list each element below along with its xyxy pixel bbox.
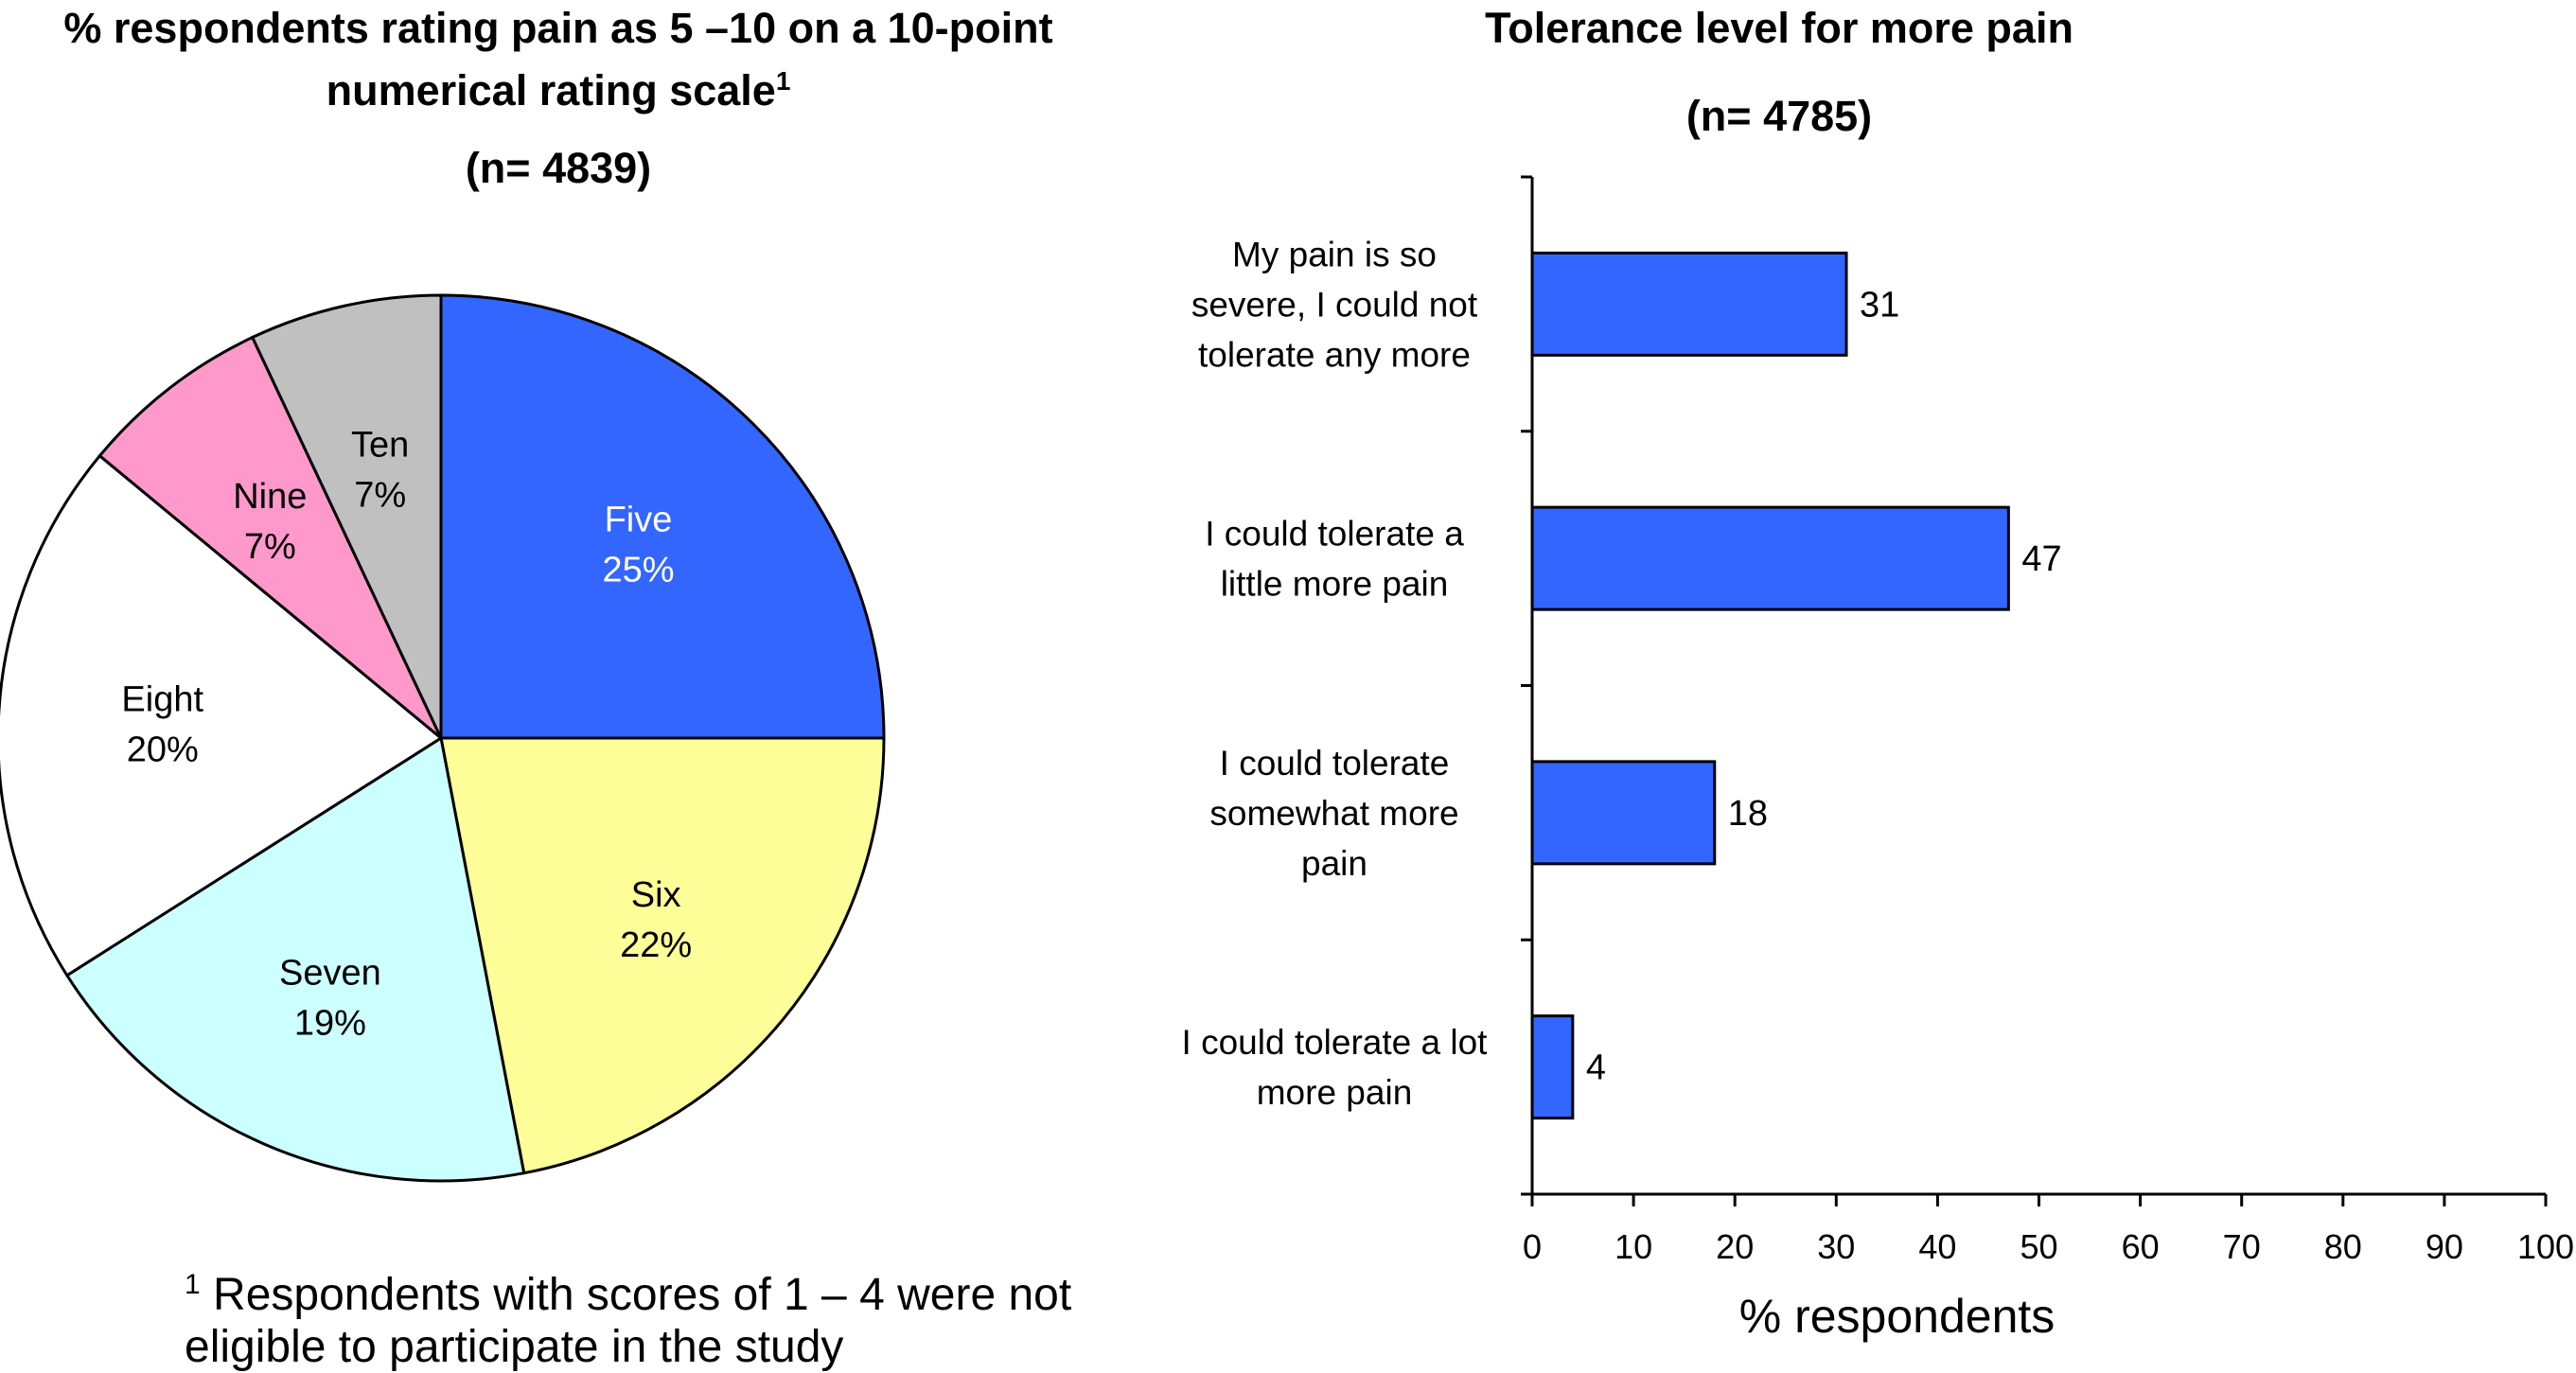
pie-value-eight: 20%: [127, 730, 199, 769]
x-tick-label: 60: [2122, 1227, 2160, 1266]
pie-label-five: Five: [605, 501, 673, 540]
category-label-3: I could tolerate somewhat more pain: [1209, 744, 1458, 883]
pie-chart-panel: % respondents rating pain as 5 –10 on a …: [0, 0, 1136, 1372]
footnote-superscript: 1: [185, 1269, 201, 1300]
pie-slice-nine: [97, 335, 443, 740]
pie-label-six: Six: [631, 875, 681, 915]
x-tick-label: 10: [1614, 1227, 1652, 1266]
category-label-2: I could tolerate a little more pain: [1205, 515, 1464, 604]
pie-slice-six: [439, 736, 886, 1175]
x-axis-label: % respondents: [1739, 1290, 2056, 1343]
pie-label-seven: Seven: [279, 954, 381, 994]
pie-slice-ten: [250, 293, 443, 739]
bar-3: [1530, 760, 1717, 866]
x-tick-label: 0: [1523, 1227, 1542, 1266]
x-tick-label: 30: [1817, 1227, 1855, 1266]
pie-chart: Five 25% Six 22% Seven 19% Eight 20% Nine 7% Ten 7%: [0, 293, 886, 1183]
pie-chart-n-label: (n= 4839): [465, 144, 652, 192]
x-tick-label: 20: [1716, 1227, 1754, 1266]
bar-1: [1530, 251, 1848, 357]
pie-label-nine: Nine: [233, 477, 307, 517]
footnote-text: Respondents with scores of 1 – 4 were no…: [185, 1270, 1072, 1372]
pie-chart-title-line2-text: numerical rating scale: [326, 66, 776, 114]
category-label-4: I could tolerate a lot more pain: [1182, 1023, 1489, 1112]
bar-chart-panel: Tolerance level for more pain (n= 4785) …: [1136, 0, 2576, 1368]
pie-value-seven: 19%: [294, 1004, 366, 1044]
bar-value-label-1: 31: [1860, 285, 1899, 325]
bar-value-label-2: 47: [2021, 539, 2061, 579]
bar-chart-n-label: (n= 4785): [1685, 92, 1873, 140]
bar-chart: 0 10 20 30 40 50 60 70 80 90 100 % respondents 31 My …: [1182, 175, 2574, 1343]
category-label-1: My pain is so severe, I could not tolerate…: [1191, 235, 1478, 374]
pie-chart-title: % respondents rating pain as 5 –10 on a …: [0, 2, 1117, 117]
pie-chart-title-line2: numerical rating scale1: [0, 55, 1117, 117]
bar-value-label-4: 4: [1586, 1048, 1606, 1088]
pie-value-nine: 7%: [244, 527, 296, 567]
pie-slice-eight: [0, 453, 444, 977]
bar-value-label-3: 18: [1728, 794, 1768, 834]
pie-label-eight: Eight: [121, 679, 203, 719]
pie-slice-seven: [64, 735, 526, 1183]
x-tick-label: 100: [2517, 1227, 2574, 1266]
x-tick-label: 90: [2426, 1227, 2463, 1266]
pie-label-ten: Ten: [351, 425, 409, 465]
bar-chart-title: Tolerance level for more pain: [1485, 4, 2073, 52]
x-tick-label: 50: [2020, 1227, 2057, 1266]
pie-slice-five: [439, 293, 886, 740]
pie-chart-footnote: 1 Respondents with scores of 1 – 4 were …: [185, 1259, 1131, 1373]
pie-chart-title-superscript: 1: [775, 66, 791, 96]
x-tick-label: 40: [1918, 1227, 1956, 1266]
x-tick-label: 80: [2324, 1227, 2362, 1266]
pie-chart-title-line1: % respondents rating pain as 5 –10 on a …: [63, 4, 1053, 52]
x-tick-label: 70: [2223, 1227, 2261, 1266]
bar-4: [1530, 1014, 1575, 1120]
pie-value-five: 25%: [602, 551, 674, 590]
pie-value-six: 22%: [620, 925, 692, 965]
pie-value-ten: 7%: [354, 475, 406, 515]
bar-2: [1530, 505, 2010, 611]
